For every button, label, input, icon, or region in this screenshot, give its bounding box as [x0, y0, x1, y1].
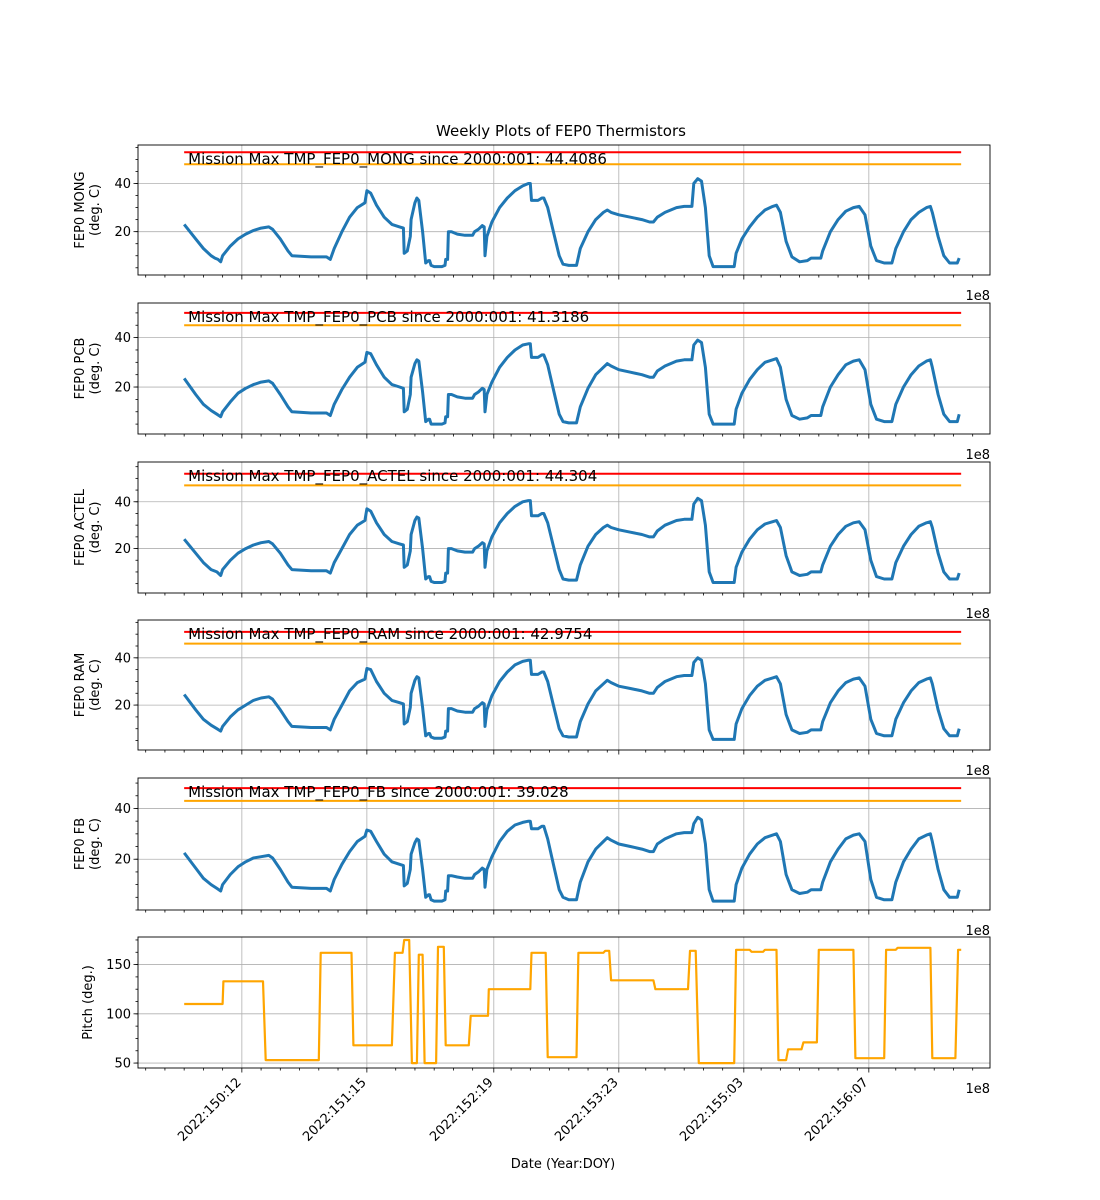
data-series-line	[184, 938, 962, 1065]
y-tick-label: 40	[114, 495, 131, 510]
axes-frame	[137, 936, 991, 1069]
y-tick-label: 50	[114, 1057, 131, 1072]
y-axis-label: FEP0 FB(deg. C)	[73, 818, 103, 870]
x-tick-label: 2022:153:23	[552, 1075, 621, 1144]
axes-frame	[137, 777, 991, 911]
chart-panel-3: 20 40 FEP0 ACTEL(deg. C) Mission Max TMP_FE…	[73, 461, 991, 622]
y-tick-label: 20	[114, 381, 131, 396]
y-tick-label: 40	[114, 802, 131, 817]
axes-frame	[137, 619, 991, 751]
y-axis-label: FEP0 RAM(deg. C)	[73, 653, 103, 718]
y-axis-label-line: FEP0 ACTEL	[73, 488, 88, 566]
x-offset-label: 1e8	[965, 289, 990, 304]
mission-max-annotation: Mission Max TMP_FEP0_FB since 2000:001: …	[188, 783, 569, 802]
axes-frame	[137, 461, 991, 594]
data-series-line	[183, 496, 961, 584]
figure-title: Weekly Plots of FEP0 Thermistors	[436, 122, 686, 140]
y-axis-label-line: FEP0 PCB	[73, 338, 88, 400]
y-tick-label: 100	[106, 1007, 131, 1022]
x-offset-label: 1e8	[965, 924, 990, 939]
y-axis-label-line: (deg. C)	[88, 818, 103, 870]
x-offset-label: 1e8	[965, 607, 990, 622]
chart-panel-2: 20 40 FEP0 PCB(deg. C) Mission Max TMP_FEP0…	[73, 302, 991, 463]
y-axis-label-line: (deg. C)	[88, 343, 103, 395]
data-series-line	[182, 338, 961, 426]
y-axis-label: Pitch (deg.)	[81, 965, 96, 1040]
mission-max-annotation: Mission Max TMP_FEP0_ACTEL since 2000:00…	[188, 467, 597, 486]
y-axis-label-line: FEP0 RAM	[73, 653, 88, 718]
mission-max-annotation: Mission Max TMP_FEP0_RAM since 2000:001:…	[188, 625, 592, 644]
y-axis-label: FEP0 PCB(deg. C)	[73, 338, 103, 400]
chart-panel-6: 50 100 150 Pitch (deg.) 1e8 2022:150:12 2022:1…	[81, 936, 991, 1145]
y-tick-label: 20	[114, 699, 131, 714]
chart-panel-5: 20 40 FEP0 FB(deg. C) Mission Max TMP_FEP0_…	[73, 777, 991, 939]
data-series-line	[183, 815, 961, 903]
y-axis-label-line: Pitch (deg.)	[81, 965, 96, 1040]
y-axis-label-line: (deg. C)	[88, 502, 103, 554]
chart-panel-1: 20 40 FEP0 MONG(deg. C) Mission Max TMP_FEP…	[73, 144, 991, 304]
y-tick-label: 20	[114, 542, 131, 557]
x-offset-label: 1e8	[965, 1082, 990, 1097]
y-tick-label: 40	[114, 651, 131, 666]
x-tick-label: 2022:152:19	[427, 1075, 496, 1144]
y-axis-label-line: FEP0 MONG	[73, 171, 88, 248]
y-tick-label: 150	[106, 958, 131, 973]
y-axis-label-line: (deg. C)	[88, 659, 103, 711]
x-axis-label: Date (Year:DOY)	[511, 1157, 616, 1172]
x-offset-label: 1e8	[965, 764, 990, 779]
axes-frame	[137, 302, 991, 435]
x-tick-label: 2022:156:07	[802, 1075, 871, 1144]
x-tick-label: 2022:151:15	[300, 1075, 369, 1144]
y-tick-label: 20	[114, 225, 131, 240]
data-series-line	[183, 177, 961, 269]
x-tick-label: 2022:150:12	[175, 1075, 244, 1144]
x-offset-label: 1e8	[965, 448, 990, 463]
y-axis-label-line: FEP0 FB	[73, 818, 88, 870]
y-tick-label: 40	[114, 331, 131, 346]
axes-frame	[137, 144, 991, 276]
y-axis-label: FEP0 ACTEL(deg. C)	[73, 488, 103, 566]
mission-max-annotation: Mission Max TMP_FEP0_PCB since 2000:001:…	[188, 308, 589, 327]
y-tick-label: 20	[114, 853, 131, 868]
y-tick-label: 40	[114, 177, 131, 192]
data-series-line	[183, 656, 961, 741]
y-axis-label: FEP0 MONG(deg. C)	[73, 171, 103, 248]
y-axis-label-line: (deg. C)	[88, 184, 103, 236]
chart-panel-4: 20 40 FEP0 RAM(deg. C) Mission Max TMP_FEP0…	[73, 619, 991, 779]
x-tick-label: 2022:155:03	[677, 1075, 746, 1144]
mission-max-annotation: Mission Max TMP_FEP0_MONG since 2000:001…	[188, 150, 607, 169]
